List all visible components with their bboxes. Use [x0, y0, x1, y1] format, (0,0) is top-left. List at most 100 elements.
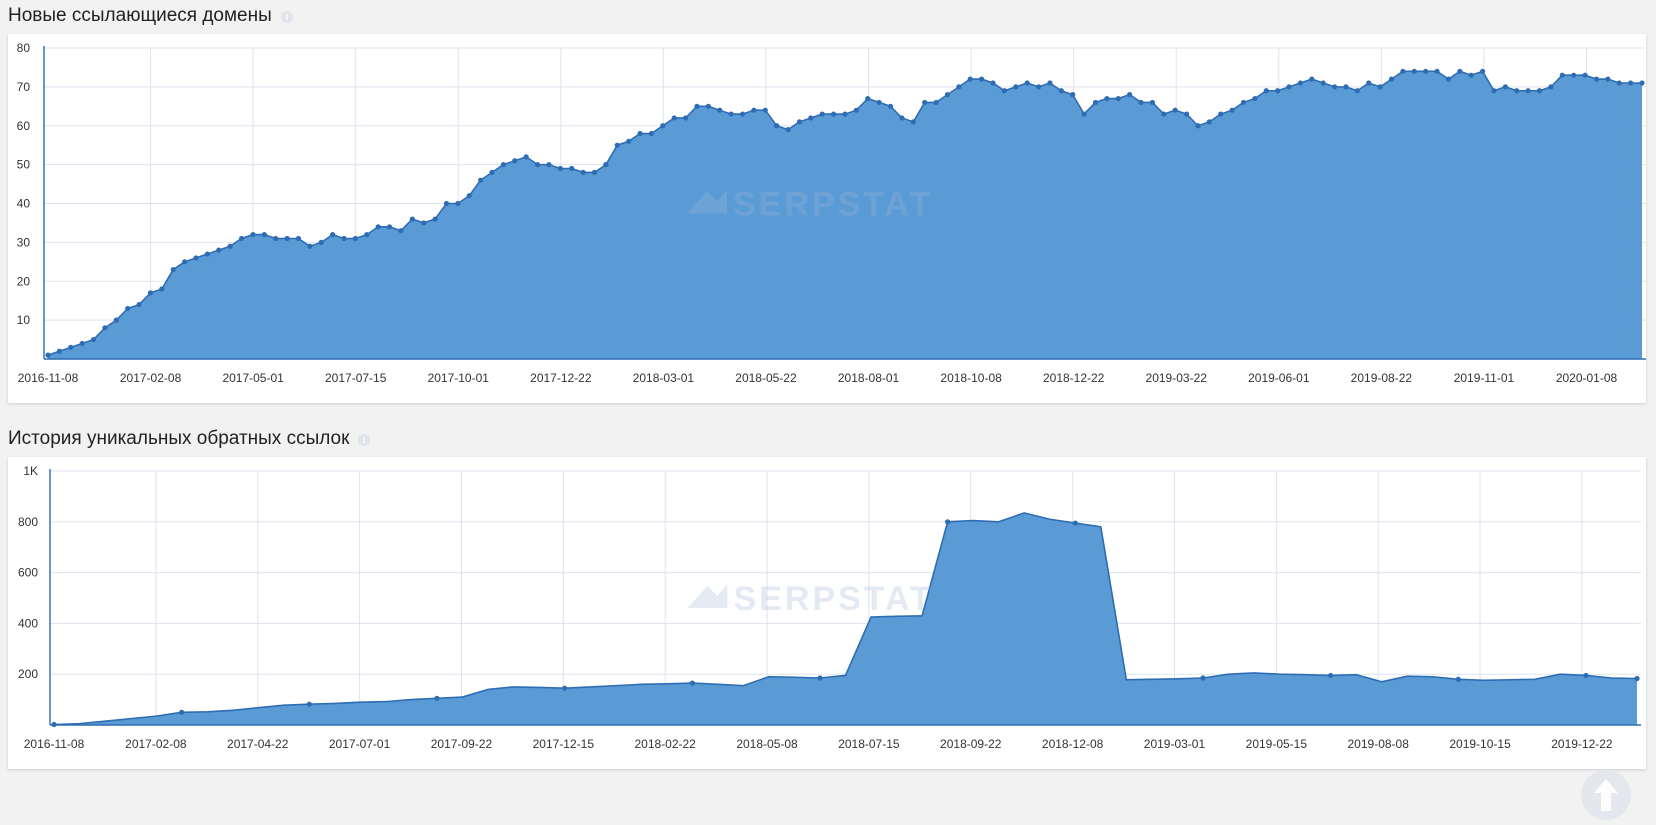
data-point	[1634, 675, 1640, 682]
y-tick-label: 20	[17, 274, 31, 288]
series-area	[54, 512, 1637, 725]
data-point	[1149, 99, 1156, 106]
data-point	[1286, 84, 1292, 90]
data-point	[330, 232, 336, 238]
data-point	[1434, 68, 1440, 74]
data-point	[1200, 675, 1206, 681]
data-point	[1455, 676, 1461, 682]
data-point	[432, 216, 438, 222]
y-tick-label: 30	[17, 235, 31, 249]
data-point	[774, 123, 780, 129]
x-tick-label: 2019-03-01	[1144, 737, 1206, 751]
data-point	[1616, 80, 1622, 86]
data-point	[1548, 84, 1554, 90]
x-tick-label: 2017-05-01	[222, 371, 284, 385]
data-point	[945, 519, 951, 525]
arrow-up-icon	[1594, 779, 1618, 811]
section-title-text: Новые ссылающиеся домены	[8, 5, 272, 26]
data-point	[1035, 84, 1042, 90]
data-point	[1593, 76, 1600, 82]
data-point	[434, 695, 440, 701]
data-point	[1127, 92, 1133, 98]
y-tick-label: 10	[17, 313, 31, 327]
data-point	[1013, 84, 1019, 90]
data-point	[179, 709, 185, 715]
data-point	[831, 111, 837, 117]
x-tick-label: 2017-12-22	[530, 371, 592, 385]
x-tick-label: 2019-08-22	[1351, 371, 1413, 385]
y-tick-label: 400	[18, 616, 38, 630]
watermark-logo-icon	[687, 584, 728, 608]
data-point	[580, 169, 586, 175]
y-tick-label: 1K	[23, 464, 38, 478]
info-icon[interactable]: i	[358, 434, 371, 446]
data-point	[204, 251, 210, 257]
data-point	[1183, 111, 1190, 117]
data-point	[705, 103, 711, 109]
data-point	[842, 111, 848, 117]
data-point	[591, 169, 598, 175]
data-point	[90, 336, 97, 343]
data-point	[238, 235, 245, 242]
data-point	[717, 107, 723, 113]
x-tick-label: 2019-11-01	[1454, 371, 1515, 385]
x-tick-label: 2017-10-01	[428, 371, 490, 385]
data-point	[1058, 88, 1064, 94]
data-point	[170, 266, 176, 273]
series-area	[48, 71, 1642, 359]
watermark-text: SERPSTAT	[734, 580, 934, 618]
data-point	[648, 130, 655, 137]
x-tick-label: 2018-12-22	[1043, 371, 1105, 385]
data-point	[1559, 72, 1565, 78]
x-tick-label: 2017-02-08	[120, 371, 182, 385]
chart-referring-domains: 10 20 30 40 50 60 70 80 2016-11-08 2017-02-08 2017…	[17, 41, 1646, 385]
section-title-backlinks-history: История уникальных обратных ссылок i	[8, 428, 371, 450]
data-point	[375, 224, 381, 230]
data-point	[1480, 68, 1486, 74]
data-point	[1172, 107, 1178, 113]
data-point	[751, 107, 757, 113]
data-point	[1161, 111, 1167, 117]
x-tick-label: 2018-12-08	[1042, 737, 1104, 751]
data-point	[853, 107, 859, 113]
chart-card-referring-domains: 10 20 30 40 50 60 70 80 2016-11-08 2017-02-08 2017…	[8, 34, 1646, 403]
x-tick-label: 2017-07-01	[329, 737, 391, 751]
data-point	[683, 115, 689, 121]
data-point	[1628, 80, 1634, 86]
info-icon[interactable]: i	[280, 11, 293, 23]
data-point	[1115, 95, 1121, 102]
x-tick-label: 2018-05-22	[735, 371, 797, 385]
data-point	[409, 216, 415, 222]
data-point	[1411, 68, 1417, 74]
x-tick-label: 2017-04-22	[227, 737, 289, 751]
data-point	[443, 200, 450, 207]
data-point	[1263, 88, 1269, 94]
data-point	[569, 165, 575, 172]
watermark-text: SERPSTAT	[733, 186, 933, 224]
data-point	[817, 675, 823, 681]
data-point	[500, 162, 507, 168]
data-point	[523, 154, 529, 160]
data-point	[614, 142, 620, 148]
data-point	[626, 138, 632, 144]
data-point	[318, 239, 324, 245]
data-point	[1104, 95, 1110, 102]
data-point	[1138, 99, 1144, 106]
data-point	[1275, 88, 1281, 94]
data-point	[910, 119, 916, 125]
x-tick-label: 2019-12-22	[1551, 737, 1613, 751]
data-point	[796, 119, 803, 125]
scroll-to-top-button[interactable]	[1581, 770, 1631, 820]
data-point	[1309, 76, 1315, 82]
data-point	[1525, 88, 1531, 94]
data-point	[227, 243, 233, 249]
data-point	[102, 325, 108, 331]
y-tick-label: 800	[18, 515, 38, 529]
y-tick-label: 70	[17, 80, 31, 94]
watermark-logo-icon	[687, 189, 727, 214]
x-tick-label: 2020-01-08	[1556, 371, 1618, 385]
data-point	[182, 259, 188, 265]
data-point	[1502, 84, 1508, 90]
chart-backlinks-history: 200 400 600 800 1K 2016-11-08 2017-02-08 2017-0…	[18, 464, 1641, 751]
data-point	[785, 127, 791, 133]
